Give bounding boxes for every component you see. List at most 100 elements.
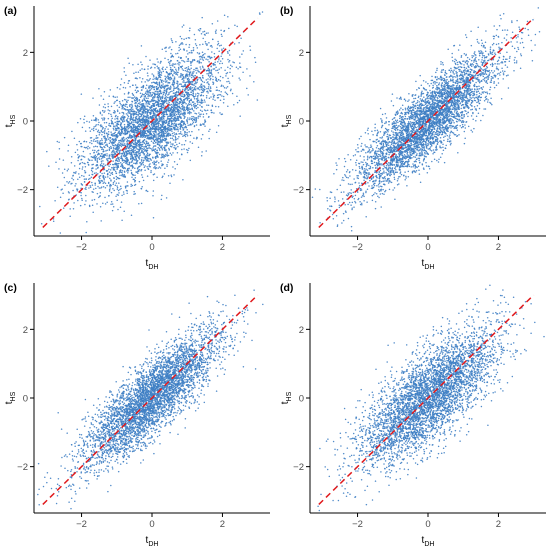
data-point bbox=[206, 82, 208, 84]
data-point bbox=[84, 181, 86, 183]
data-point bbox=[165, 79, 167, 81]
data-point bbox=[173, 93, 175, 95]
data-point bbox=[127, 185, 128, 187]
data-point bbox=[181, 121, 183, 123]
data-point bbox=[115, 116, 117, 118]
data-point bbox=[191, 73, 193, 75]
data-point bbox=[528, 34, 530, 36]
data-point bbox=[183, 102, 185, 104]
data-point bbox=[136, 159, 138, 161]
data-point bbox=[101, 153, 103, 155]
data-point bbox=[126, 138, 128, 140]
data-point bbox=[80, 163, 82, 165]
data-point bbox=[135, 84, 137, 86]
data-point bbox=[213, 112, 215, 114]
data-point bbox=[175, 133, 177, 135]
data-point bbox=[201, 33, 203, 35]
data-point bbox=[177, 127, 179, 129]
data-point bbox=[135, 128, 137, 130]
data-point bbox=[189, 37, 191, 39]
data-point bbox=[103, 163, 105, 165]
data-point bbox=[358, 182, 360, 184]
data-point bbox=[147, 159, 149, 161]
data-point bbox=[175, 141, 177, 143]
data-point bbox=[140, 147, 142, 149]
data-point bbox=[194, 83, 196, 85]
data-point bbox=[461, 55, 463, 57]
data-point bbox=[103, 179, 105, 181]
data-point bbox=[155, 83, 157, 85]
data-point bbox=[187, 58, 189, 60]
data-point bbox=[133, 143, 135, 145]
data-point bbox=[204, 109, 206, 111]
data-point bbox=[151, 124, 153, 126]
data-point bbox=[201, 151, 203, 153]
data-point bbox=[124, 132, 126, 134]
data-point bbox=[388, 165, 390, 167]
data-point bbox=[204, 34, 206, 36]
data-point bbox=[203, 59, 205, 61]
data-point bbox=[167, 131, 169, 133]
data-point bbox=[110, 114, 112, 116]
data-point bbox=[140, 124, 142, 126]
data-point bbox=[101, 173, 103, 175]
data-point bbox=[161, 118, 163, 120]
data-point bbox=[158, 162, 160, 164]
data-point bbox=[100, 95, 102, 97]
y-tick-label: −2 bbox=[17, 185, 28, 196]
data-point bbox=[159, 138, 161, 140]
data-point bbox=[197, 97, 199, 99]
data-point bbox=[157, 126, 159, 128]
data-point bbox=[151, 134, 153, 136]
data-point bbox=[185, 136, 187, 138]
data-point bbox=[200, 95, 202, 97]
data-point bbox=[154, 86, 156, 88]
data-point bbox=[194, 117, 196, 119]
data-point bbox=[105, 203, 107, 205]
data-point bbox=[201, 92, 203, 94]
data-point bbox=[194, 89, 196, 91]
data-point bbox=[383, 150, 385, 152]
data-point bbox=[481, 74, 483, 76]
data-point bbox=[229, 60, 231, 62]
data-point bbox=[376, 142, 378, 144]
data-point bbox=[192, 71, 194, 73]
data-point bbox=[117, 177, 119, 179]
data-point bbox=[196, 124, 198, 126]
data-point bbox=[128, 137, 130, 139]
data-point bbox=[110, 125, 112, 127]
data-point bbox=[147, 117, 149, 119]
data-point bbox=[502, 29, 504, 31]
data-point bbox=[123, 137, 125, 139]
data-point bbox=[187, 53, 189, 55]
data-point bbox=[146, 97, 148, 99]
data-point bbox=[166, 143, 168, 145]
data-point bbox=[109, 187, 111, 189]
data-point bbox=[170, 109, 172, 111]
data-point bbox=[146, 138, 148, 140]
data-point bbox=[99, 143, 101, 145]
data-point bbox=[172, 42, 174, 44]
data-point bbox=[455, 76, 457, 78]
data-point bbox=[115, 166, 117, 168]
data-point bbox=[169, 118, 171, 120]
data-point bbox=[140, 154, 142, 156]
data-point bbox=[178, 69, 180, 71]
data-point bbox=[138, 157, 140, 159]
data-point bbox=[193, 49, 195, 51]
data-point bbox=[200, 102, 202, 104]
data-point bbox=[104, 172, 106, 174]
data-point bbox=[133, 73, 135, 75]
data-point bbox=[185, 89, 187, 91]
data-point bbox=[58, 142, 60, 144]
data-point bbox=[150, 137, 152, 139]
data-point bbox=[172, 138, 174, 140]
data-point bbox=[127, 82, 129, 84]
data-point bbox=[176, 80, 178, 82]
data-point bbox=[215, 77, 217, 79]
data-point bbox=[220, 67, 222, 69]
data-point bbox=[85, 166, 87, 168]
data-point bbox=[104, 154, 106, 156]
data-point bbox=[102, 183, 104, 185]
data-point bbox=[121, 112, 123, 114]
